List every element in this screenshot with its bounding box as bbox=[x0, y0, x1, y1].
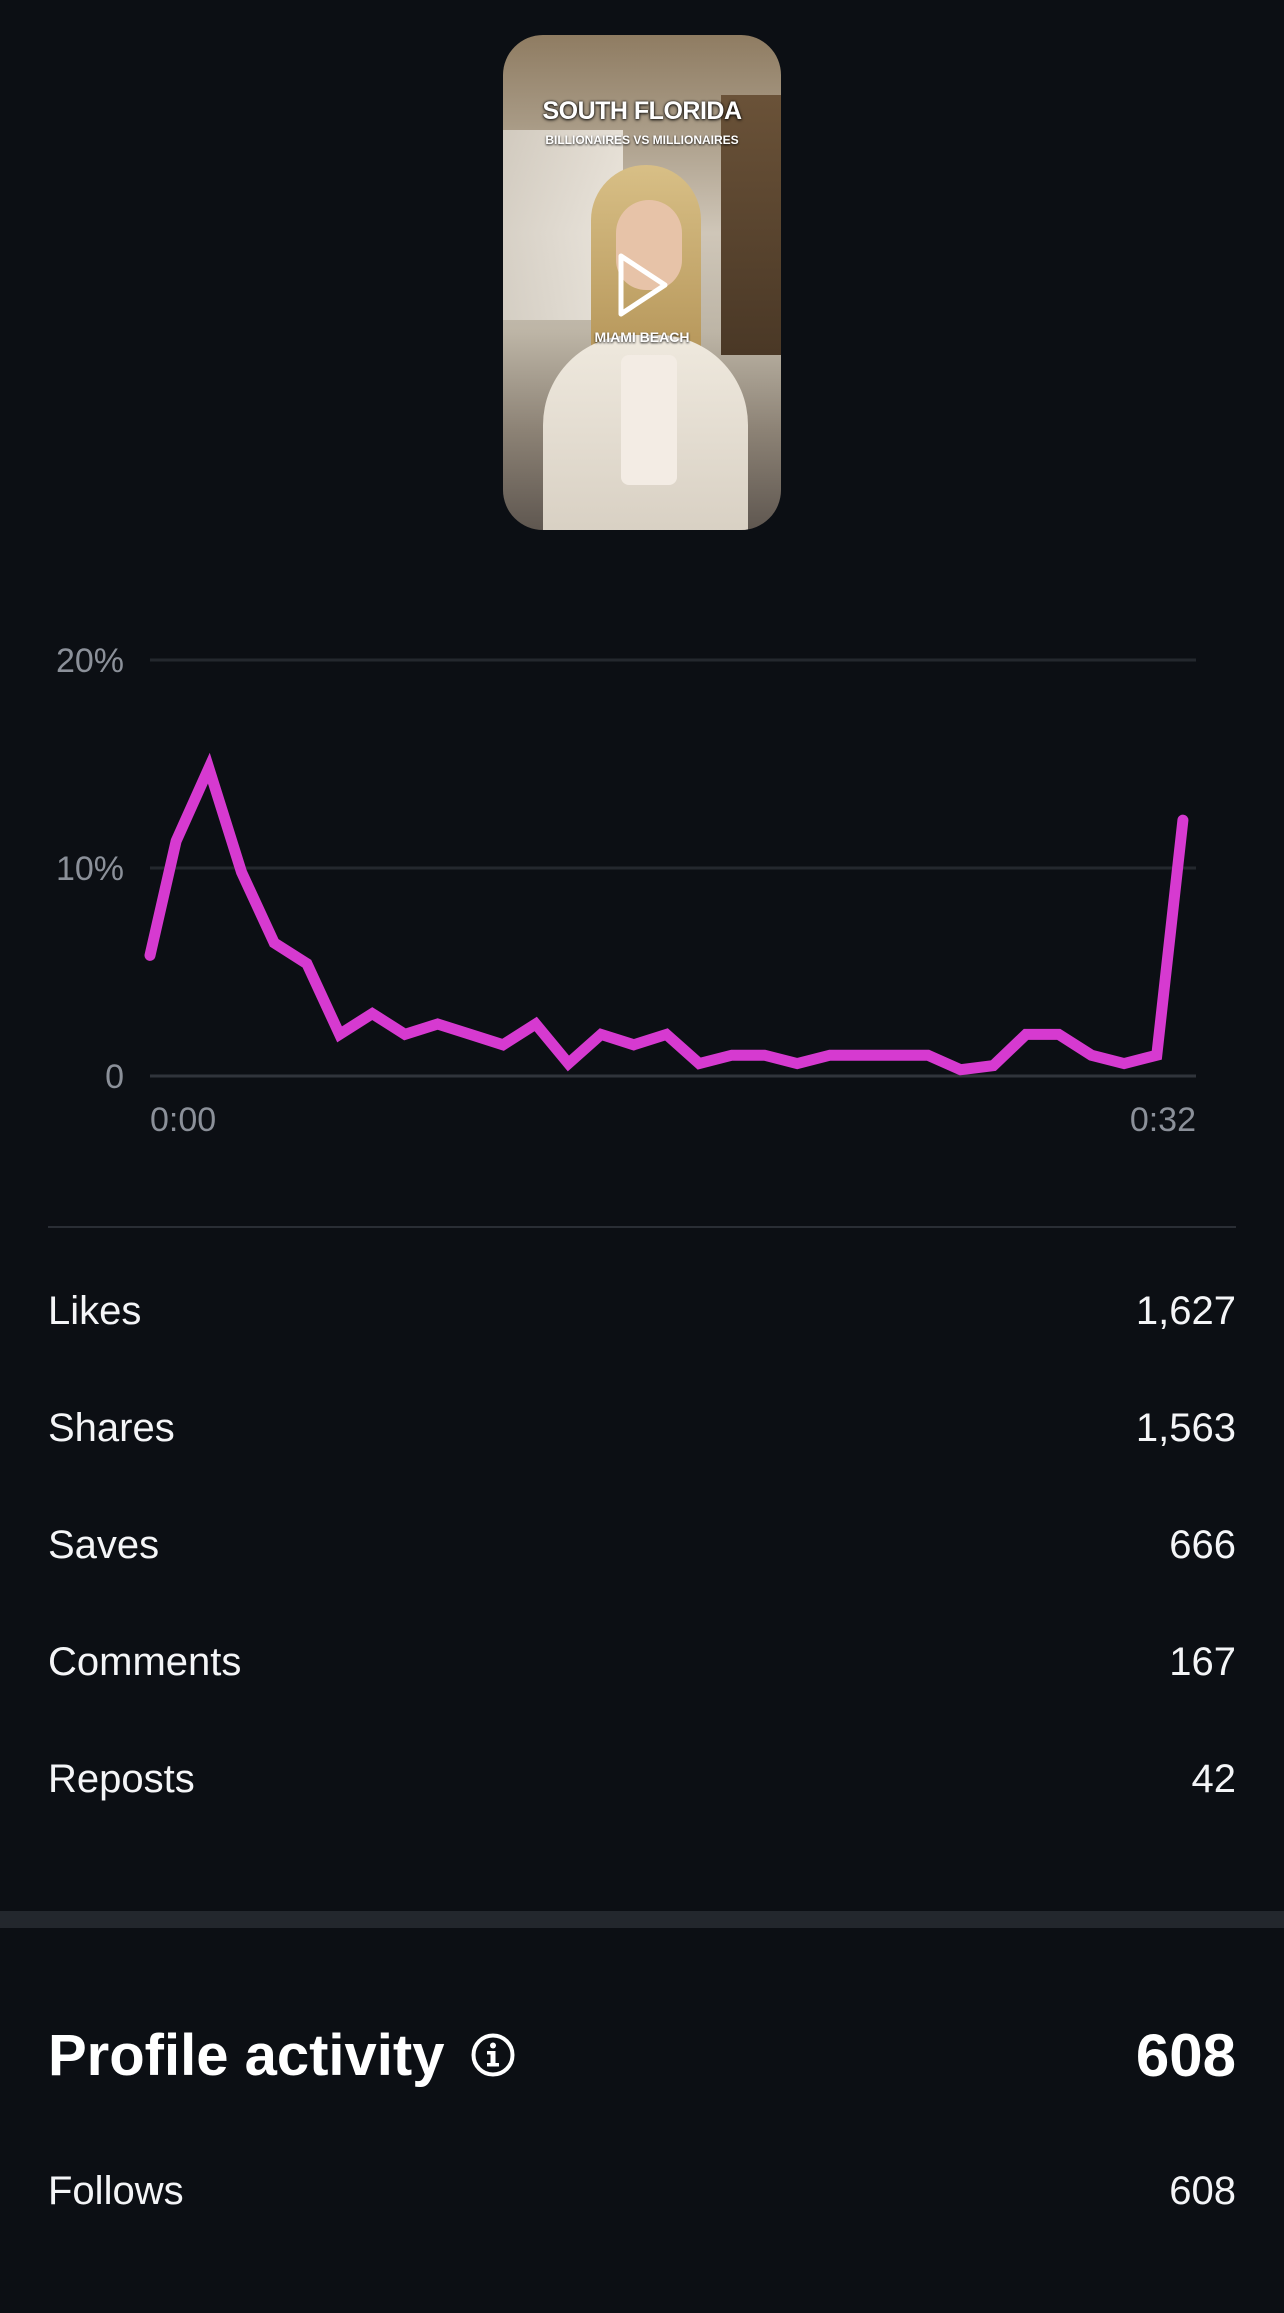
video-thumbnail[interactable]: SOUTH FLORIDA BILLIONAIRES VS MILLIONAIR… bbox=[503, 35, 781, 530]
stat-row-shares: Shares 1,563 bbox=[48, 1370, 1236, 1487]
section-separator bbox=[0, 1911, 1284, 1928]
engagement-stats-list: Likes 1,627 Shares 1,563 Saves 666 Comme… bbox=[48, 1253, 1236, 1838]
follows-label: Follows bbox=[48, 2168, 184, 2213]
thumbnail-subtitle: BILLIONAIRES VS MILLIONAIRES bbox=[545, 133, 739, 147]
profile-activity-total: 608 bbox=[1135, 2021, 1236, 2089]
stat-label: Comments bbox=[48, 1640, 242, 1684]
thumbnail-title: SOUTH FLORIDA bbox=[542, 97, 742, 125]
retention-line bbox=[144, 752, 1189, 1076]
chart-y-tick-label: 0 bbox=[105, 1058, 124, 1096]
stat-value: 666 bbox=[1169, 1523, 1236, 1567]
stat-row-saves: Saves 666 bbox=[48, 1487, 1236, 1604]
profile-activity-title: Profile activity bbox=[48, 2022, 445, 2088]
stat-row-reposts: Reposts 42 bbox=[48, 1721, 1236, 1838]
stat-label: Likes bbox=[48, 1289, 142, 1333]
thumbnail-caption: MIAMI BEACH bbox=[594, 329, 690, 345]
retention-chart-svg: 20% 10% 0 0:00 0:32 bbox=[56, 642, 1196, 1139]
stat-label: Shares bbox=[48, 1406, 175, 1450]
thumbnail-person-top bbox=[621, 355, 677, 485]
stat-row-comments: Comments 167 bbox=[48, 1604, 1236, 1721]
chart-x-tick-label: 0:32 bbox=[1130, 1101, 1196, 1139]
profile-activity-title-group: Profile activity bbox=[48, 2022, 516, 2089]
profile-activity-header: Profile activity 608 bbox=[48, 2015, 1236, 2095]
chart-y-tick-label: 20% bbox=[56, 642, 124, 680]
thumbnail-background-shelf bbox=[721, 95, 781, 355]
stat-value: 167 bbox=[1169, 1640, 1236, 1684]
stat-label: Saves bbox=[48, 1523, 160, 1567]
section-divider bbox=[48, 1226, 1236, 1228]
play-icon[interactable] bbox=[613, 250, 673, 320]
stat-value: 42 bbox=[1191, 1757, 1237, 1801]
retention-chart: 20% 10% 0 0:00 0:32 bbox=[0, 620, 1284, 1160]
stat-label: Reposts bbox=[48, 1757, 195, 1801]
stat-row-follows: Follows 608 bbox=[48, 2132, 1236, 2250]
chart-y-tick-label: 10% bbox=[56, 850, 124, 888]
stat-value: 1,563 bbox=[1135, 1406, 1236, 1450]
stat-row-likes: Likes 1,627 bbox=[48, 1253, 1236, 1370]
stat-value: 1,627 bbox=[1135, 1289, 1236, 1333]
follows-value: 608 bbox=[1169, 2168, 1236, 2213]
chart-x-tick-label: 0:00 bbox=[150, 1101, 216, 1139]
info-icon[interactable] bbox=[470, 2032, 516, 2078]
